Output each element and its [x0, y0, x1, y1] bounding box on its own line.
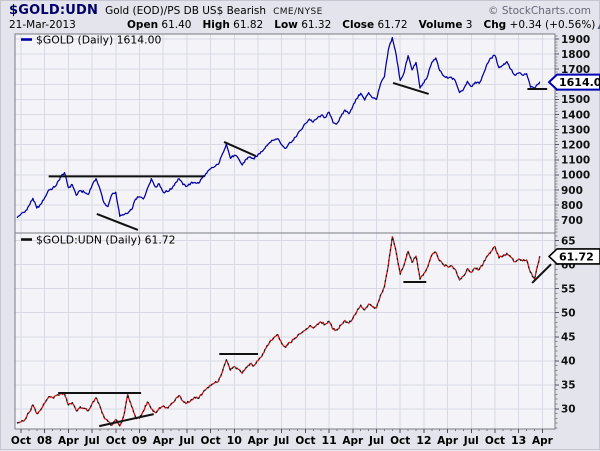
y-axis-tick-label: 900 — [561, 185, 583, 197]
x-axis-tick-label: Jul — [273, 435, 289, 447]
y-axis-tick-label: 1900 — [561, 34, 590, 46]
legend-gold: $GOLD (Daily) 1614.00 — [21, 33, 161, 46]
y-axis-right-gold: 7008009001000110012001300140015001600170… — [555, 34, 590, 232]
x-axis-tick-label: Jul — [84, 435, 100, 447]
y-axis-tick-label: 40 — [561, 356, 576, 368]
x-axis-tick-label: Apr — [532, 435, 554, 447]
quote-summary-row: 21-Mar-2013 Open 61.40 High 61.82 Low 61.3… — [9, 19, 591, 31]
quote-label: Low — [274, 19, 298, 31]
y-axis-tick-label: 1000 — [561, 170, 590, 182]
quote-item-high: High 61.82 — [202, 19, 263, 31]
callout-price-label: 61.72 — [559, 250, 594, 263]
quote-label: Volume — [419, 19, 463, 31]
symbol-description: Gold (EOD)/PS DB US$ Bearish — [105, 5, 266, 17]
y-axis-tick-label: 800 — [561, 200, 583, 212]
x-axis-tick-label: Jul — [368, 435, 384, 447]
y-axis-tick-label: 1200 — [561, 139, 590, 151]
x-axis-tick-label: Apr — [437, 435, 459, 447]
y-axis-tick-label: 50 — [561, 308, 576, 320]
x-axis-tick-label: Oct — [295, 435, 315, 447]
legend-label: $GOLD (Daily) 1614.00 — [36, 33, 161, 46]
quote-label: Chg — [484, 19, 507, 31]
exchange-label: CME/NYSE — [273, 7, 323, 17]
quote-item-open: Open 61.40 — [127, 19, 191, 31]
legend-label: $GOLD:UDN (Daily) 61.72 — [36, 233, 176, 246]
y-axis-tick-label: 1500 — [561, 94, 590, 106]
y-axis-tick-label: 65 — [561, 235, 576, 247]
quote-label: High — [202, 19, 229, 31]
date-label: 21-Mar-2013 — [9, 19, 127, 31]
title-row: $GOLD:UDN Gold (EOD)/PS DB US$ Bearish C… — [9, 3, 591, 18]
x-axis-tick-label: 10 — [227, 434, 243, 447]
quote-label: Open — [127, 19, 158, 31]
x-axis-tick-label: 08 — [37, 434, 52, 447]
y-axis-tick-label: 30 — [561, 404, 576, 416]
y-axis-tick-label: 1400 — [561, 109, 590, 121]
quote-item-chg: Chg +0.34 (+0.56%)▲ — [484, 19, 600, 31]
quote-item-volume: Volume 3 — [419, 19, 473, 31]
x-axis-tick-label: Apr — [153, 435, 175, 447]
quote-label: Close — [342, 19, 374, 31]
x-axis-tick-label: 11 — [321, 434, 336, 447]
y-axis-tick-label: 45 — [561, 332, 576, 344]
x-axis-tick-label: Oct — [390, 435, 410, 447]
y-axis-tick-label: 1800 — [561, 49, 590, 61]
price-callout-gold: 1614.00 — [549, 75, 600, 90]
quote-item-low: Low 61.32 — [274, 19, 331, 31]
x-axis-tick-label: Oct — [485, 435, 505, 447]
x-axis-tick-label: Apr — [342, 435, 364, 447]
y-axis-tick-label: 55 — [561, 284, 576, 296]
x-axis-tick-label: Oct — [11, 435, 31, 447]
x-axis-tick-label: Apr — [248, 435, 270, 447]
price-callout-ratio: 61.72 — [549, 249, 600, 264]
copyright-link[interactable]: © StockCharts.com — [488, 5, 591, 17]
quote-item-close: Close 61.72 — [342, 19, 407, 31]
callout-price-label: 1614.00 — [559, 76, 600, 89]
header: $GOLD:UDN Gold (EOD)/PS DB US$ Bearish C… — [1, 1, 599, 33]
y-axis-tick-label: 1300 — [561, 124, 590, 136]
plot-background — [15, 34, 555, 429]
x-axis-tick-label: 13 — [511, 434, 526, 447]
legend-gold-udn: $GOLD:UDN (Daily) 61.72 — [21, 233, 176, 246]
x-axis-tick-label: Oct — [106, 435, 126, 447]
y-axis-tick-label: 700 — [561, 215, 583, 227]
x-axis-tick-label: Jul — [178, 435, 194, 447]
x-axis-tick-label: Jul — [463, 435, 479, 447]
x-axis-tick-label: 12 — [416, 434, 431, 447]
symbol-title: $GOLD:UDN — [9, 3, 98, 18]
x-axis-tick-label: Oct — [201, 435, 221, 447]
y-axis-tick-label: 1100 — [561, 155, 590, 167]
y-axis-tick-label: 35 — [561, 380, 576, 392]
x-axis-tick-label: 09 — [132, 434, 147, 447]
x-axis-tick-label: Apr — [58, 435, 80, 447]
quote-row: Open 61.40 High 61.82 Low 61.32 Close 61.72… — [127, 19, 600, 31]
